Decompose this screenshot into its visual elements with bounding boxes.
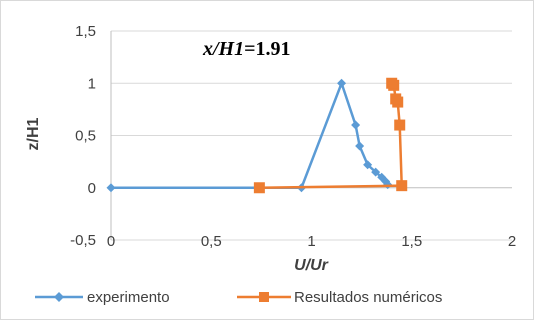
legend-item-experimento: experimento (35, 289, 170, 306)
y-tick-label: 1,5 (75, 23, 96, 40)
y-tick-label: -0,5 (70, 232, 96, 249)
series-group (106, 77, 408, 194)
x-tick-label: 0,5 (201, 233, 222, 250)
legend-label-resultados: Resultados numéricos (294, 289, 442, 306)
data-point-0 (355, 141, 365, 151)
ticks: -0,5 0 0,5 1 1,5 0 0,5 1 1,5 2 (70, 23, 516, 250)
y-tick-label: 0 (88, 180, 96, 197)
y-tick-label: 1 (88, 75, 96, 92)
data-point-0 (371, 167, 381, 177)
data-point-0 (106, 183, 116, 193)
data-point-1 (396, 180, 408, 192)
annotation-label: x/H1=1.91 (202, 38, 291, 60)
legend-marker-resultados (259, 292, 269, 302)
y-axis-title: z/H1 (25, 117, 42, 150)
legend-marker-experimento (54, 292, 64, 302)
data-point-0 (351, 120, 361, 130)
legend: experimento Resultados numéricos (35, 289, 442, 306)
x-axis-title: U/Ur (294, 257, 329, 274)
data-point-0 (337, 78, 347, 88)
data-point-1 (394, 119, 406, 131)
x-tick-label: 1,5 (401, 233, 422, 250)
data-point-1 (253, 182, 265, 194)
data-point-1 (386, 77, 398, 89)
x-tick-label: 2 (508, 233, 516, 250)
legend-item-resultados: Resultados numéricos (237, 289, 442, 306)
data-point-1 (390, 93, 402, 105)
y-tick-label: 0,5 (75, 128, 96, 145)
data-point-0 (363, 160, 373, 170)
x-tick-label: 0 (107, 233, 115, 250)
legend-label-experimento: experimento (87, 289, 170, 306)
x-tick-label: 1 (307, 233, 315, 250)
grid (111, 30, 512, 241)
